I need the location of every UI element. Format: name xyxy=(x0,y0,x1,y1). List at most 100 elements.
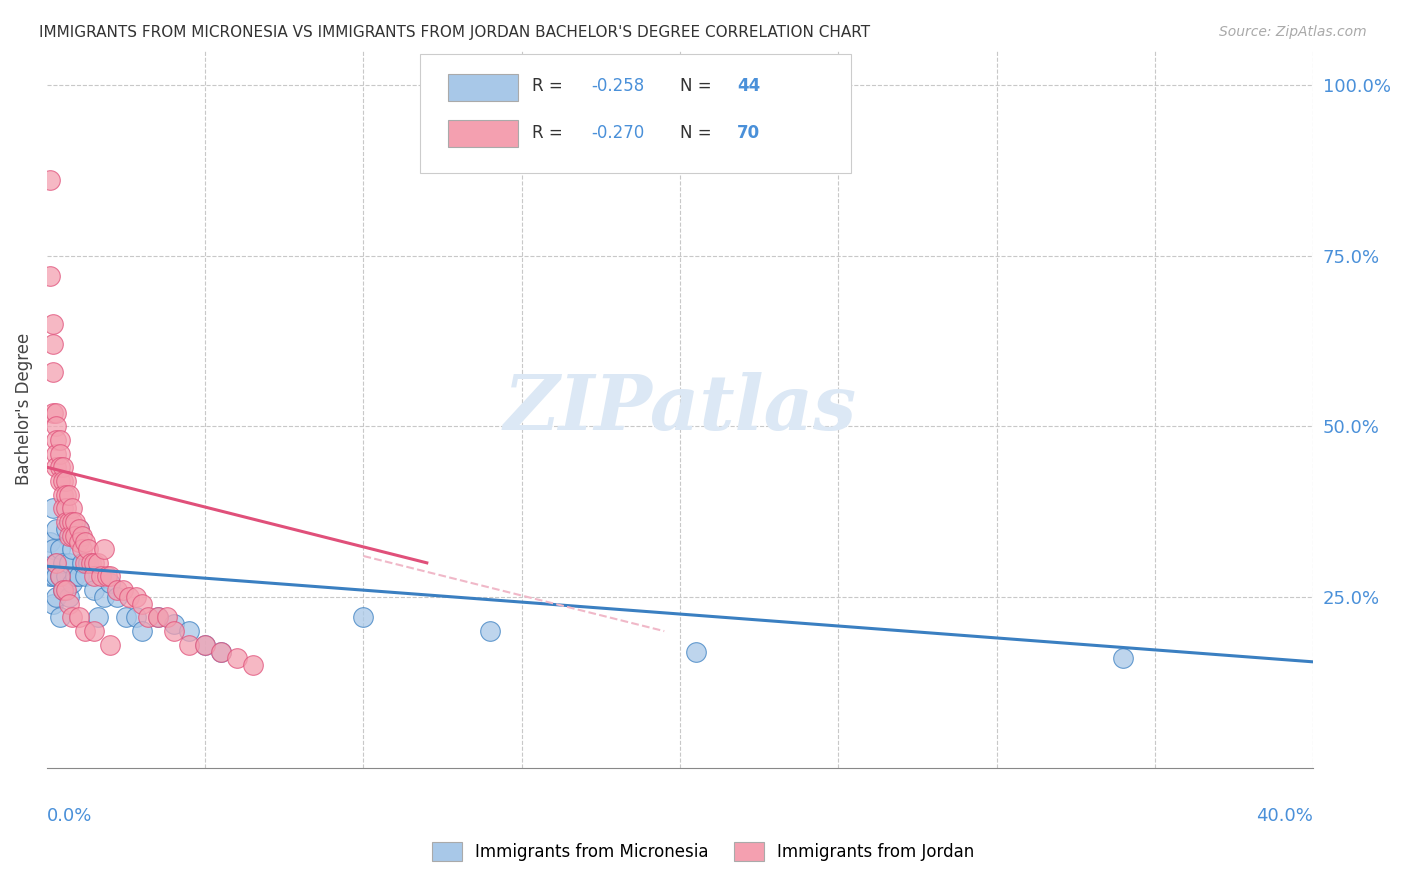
Point xyxy=(45,556,67,570)
Point xyxy=(45,590,67,604)
Point xyxy=(83,583,105,598)
Point xyxy=(80,556,103,570)
Point xyxy=(124,610,146,624)
Point xyxy=(179,638,201,652)
Point xyxy=(98,638,121,652)
Point xyxy=(162,624,184,639)
Text: R =: R = xyxy=(531,124,568,142)
Point xyxy=(86,610,108,624)
Point xyxy=(42,569,65,583)
Point xyxy=(48,446,70,460)
Point xyxy=(42,337,65,351)
Point xyxy=(209,645,232,659)
Point xyxy=(52,556,75,570)
Point xyxy=(93,542,115,557)
Point xyxy=(67,522,90,536)
Point xyxy=(136,610,159,624)
Point xyxy=(52,501,75,516)
Point xyxy=(73,556,96,570)
Point xyxy=(52,460,75,475)
Point xyxy=(146,610,169,624)
Point xyxy=(179,624,201,639)
Point xyxy=(48,610,70,624)
Point xyxy=(58,487,80,501)
Point xyxy=(52,474,75,488)
Point xyxy=(42,406,65,420)
Point xyxy=(162,617,184,632)
Point xyxy=(115,610,138,624)
Text: ZIPatlas: ZIPatlas xyxy=(503,372,856,446)
Point xyxy=(70,556,93,570)
Point xyxy=(65,569,87,583)
FancyBboxPatch shape xyxy=(449,74,517,101)
Point xyxy=(42,317,65,331)
Point xyxy=(194,638,217,652)
Point xyxy=(42,597,65,611)
Point xyxy=(90,569,112,583)
Point xyxy=(65,528,87,542)
Point xyxy=(73,535,96,549)
Text: Source: ZipAtlas.com: Source: ZipAtlas.com xyxy=(1219,25,1367,39)
Point xyxy=(67,569,90,583)
Point xyxy=(131,624,153,639)
Point xyxy=(70,528,93,542)
Point xyxy=(73,624,96,639)
Point xyxy=(73,569,96,583)
Point xyxy=(111,583,134,598)
FancyBboxPatch shape xyxy=(449,120,517,147)
Point xyxy=(55,474,77,488)
Point xyxy=(42,542,65,557)
Text: -0.270: -0.270 xyxy=(592,124,645,142)
Point xyxy=(52,583,75,598)
Point xyxy=(45,460,67,475)
Point xyxy=(48,569,70,583)
Point xyxy=(83,569,105,583)
Point xyxy=(42,501,65,516)
Point xyxy=(55,487,77,501)
Point xyxy=(353,610,375,624)
Point xyxy=(60,542,83,557)
Point xyxy=(131,597,153,611)
Point xyxy=(45,556,67,570)
Point xyxy=(58,597,80,611)
Point xyxy=(96,569,118,583)
Text: 70: 70 xyxy=(737,124,761,142)
Point xyxy=(48,542,70,557)
Point xyxy=(479,624,502,639)
Text: IMMIGRANTS FROM MICRONESIA VS IMMIGRANTS FROM JORDAN BACHELOR'S DEGREE CORRELATI: IMMIGRANTS FROM MICRONESIA VS IMMIGRANTS… xyxy=(39,25,870,40)
Point xyxy=(39,569,62,583)
Point xyxy=(45,419,67,434)
Point xyxy=(45,406,67,420)
Point xyxy=(60,528,83,542)
Text: N =: N = xyxy=(681,124,717,142)
Point xyxy=(93,590,115,604)
Point xyxy=(45,569,67,583)
Point xyxy=(48,474,70,488)
Point xyxy=(86,556,108,570)
Point xyxy=(39,268,62,283)
Point xyxy=(60,501,83,516)
Point xyxy=(242,658,264,673)
Point xyxy=(685,645,707,659)
Point xyxy=(194,638,217,652)
Point xyxy=(1112,651,1135,665)
Text: 44: 44 xyxy=(737,77,761,95)
Point xyxy=(67,610,90,624)
Y-axis label: Bachelor's Degree: Bachelor's Degree xyxy=(15,333,32,485)
Point xyxy=(55,501,77,516)
Point xyxy=(83,624,105,639)
Point xyxy=(42,365,65,379)
Point xyxy=(105,583,128,598)
Point xyxy=(58,528,80,542)
Text: R =: R = xyxy=(531,77,568,95)
Point xyxy=(124,590,146,604)
Point xyxy=(60,576,83,591)
Point xyxy=(156,610,179,624)
Point xyxy=(77,542,100,557)
Point xyxy=(98,569,121,583)
Point xyxy=(58,590,80,604)
Point xyxy=(209,645,232,659)
Point xyxy=(83,556,105,570)
Point xyxy=(65,515,87,529)
FancyBboxPatch shape xyxy=(420,54,851,172)
